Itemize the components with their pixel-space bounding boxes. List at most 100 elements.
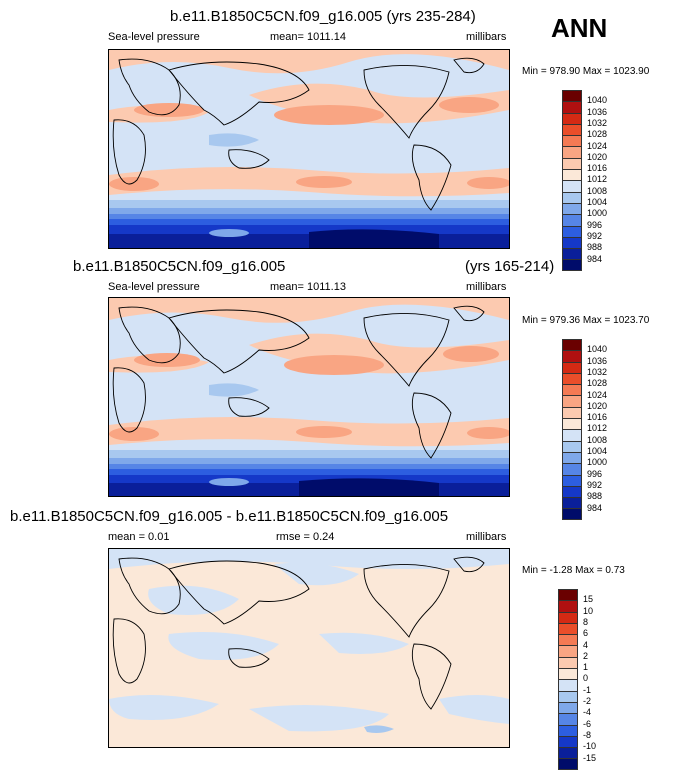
colorbar-label: -8 <box>583 729 592 740</box>
colorbar-label: 10 <box>583 605 594 616</box>
colorbar-swatch <box>562 508 582 520</box>
colorbar-label: 1016 <box>587 412 608 423</box>
colorbar-swatch <box>558 747 578 759</box>
panel2-units: millibars <box>466 281 507 293</box>
colorbar-label: 996 <box>587 468 603 479</box>
colorbar-swatch <box>558 645 578 657</box>
colorbar-swatch <box>562 395 582 407</box>
colorbar-swatch <box>562 225 582 237</box>
colorbar-label: 1012 <box>587 174 608 185</box>
colorbar-label: 1024 <box>587 140 608 151</box>
colorbar-swatch <box>562 372 582 385</box>
colorbar-label: 1 <box>583 662 589 673</box>
colorbar-swatch <box>562 101 582 113</box>
colorbar-swatch <box>562 440 582 452</box>
panel2-years: (yrs 165-214) <box>465 258 555 275</box>
colorbar-swatch <box>562 429 582 441</box>
colorbar-label: 988 <box>587 242 603 253</box>
panel2-title: b.e11.B1850C5CN.f09_g16.005 <box>73 258 286 275</box>
colorbar-label: -1 <box>583 684 592 695</box>
colorbar-label: 984 <box>587 502 603 513</box>
colorbar-swatch <box>558 690 578 702</box>
colorbar-swatch <box>562 485 582 498</box>
colorbar-swatch <box>562 157 582 170</box>
colorbar-swatch <box>562 406 582 419</box>
colorbar-label: 1020 <box>587 151 608 162</box>
colorbar-label: 1000 <box>587 208 608 219</box>
colorbar-label: 1012 <box>587 423 608 434</box>
colorbar-swatch <box>558 656 578 669</box>
colorbar-swatch <box>562 474 582 486</box>
colorbar-swatch <box>562 361 582 373</box>
panel2-colorbar <box>562 339 582 520</box>
panel1-mean: mean= 1011.14 <box>270 31 346 43</box>
colorbar-swatch <box>558 758 578 770</box>
colorbar-swatch <box>562 202 582 215</box>
colorbar-label: 1024 <box>587 389 608 400</box>
colorbar-label: 1020 <box>587 400 608 411</box>
colorbar-label: 1040 <box>587 344 608 355</box>
panel1-colorbar <box>562 90 582 271</box>
colorbar-label: 1028 <box>587 129 608 140</box>
panel2-mean: mean= 1011.13 <box>270 281 346 293</box>
colorbar-label: 8 <box>583 616 589 627</box>
panel2-minmax: Min = 979.36 Max = 1023.70 <box>522 315 650 326</box>
colorbar-label: 996 <box>587 219 603 230</box>
panel1-title: b.e11.B1850C5CN.f09_g16.005 (yrs 235-284… <box>170 8 476 25</box>
colorbar-label: -4 <box>583 707 592 718</box>
colorbar-swatch <box>558 600 578 612</box>
panel3-rmse: rmse = 0.24 <box>276 531 335 543</box>
colorbar-label: 1008 <box>587 185 608 196</box>
colorbar-swatch <box>558 701 578 714</box>
colorbar-label: 992 <box>587 230 603 241</box>
colorbar-swatch <box>558 724 578 736</box>
colorbar-swatch <box>562 418 582 430</box>
colorbar-swatch <box>562 146 582 158</box>
colorbar-label: 1000 <box>587 457 608 468</box>
colorbar-label: 1028 <box>587 378 608 389</box>
colorbar-label: 2 <box>583 650 589 661</box>
colorbar-swatch <box>558 622 578 635</box>
panel3-minmax: Min = -1.28 Max = 0.73 <box>522 565 625 576</box>
panel3-mean: mean = 0.01 <box>108 531 170 543</box>
colorbar-swatch <box>562 339 582 351</box>
colorbar-label: 6 <box>583 628 589 639</box>
panel3-units: millibars <box>466 531 507 543</box>
colorbar-label: 0 <box>583 673 589 684</box>
colorbar-label: 1036 <box>587 355 608 366</box>
colorbar-swatch <box>562 112 582 124</box>
colorbar-swatch <box>562 350 582 362</box>
colorbar-label: -6 <box>583 718 592 729</box>
panel2-map-plot <box>109 298 509 496</box>
colorbar-swatch <box>558 735 578 748</box>
panel1-minmax: Min = 978.90 Max = 1023.90 <box>522 66 650 77</box>
colorbar-swatch <box>562 384 582 396</box>
colorbar-swatch <box>562 180 582 192</box>
colorbar-swatch <box>562 248 582 260</box>
colorbar-label: 1040 <box>587 95 608 106</box>
colorbar-label: 4 <box>583 639 589 650</box>
colorbar-swatch <box>562 191 582 203</box>
colorbar-swatch <box>558 634 578 646</box>
panel2-field-label: Sea-level pressure <box>108 281 200 293</box>
panel1-units: millibars <box>466 31 507 43</box>
panel2-map <box>108 297 510 497</box>
panel3-map <box>108 548 510 748</box>
colorbar-label: 15 <box>583 594 594 605</box>
panel3-title: b.e11.B1850C5CN.f09_g16.005 - b.e11.B185… <box>10 508 449 525</box>
colorbar-label: 1008 <box>587 434 608 445</box>
colorbar-swatch <box>562 90 582 102</box>
colorbar-label: 1004 <box>587 197 608 207</box>
colorbar-swatch <box>558 589 578 601</box>
colorbar-label: 1032 <box>587 366 608 377</box>
panel1-field-label: Sea-level pressure <box>108 31 200 43</box>
colorbar-label: 1004 <box>587 446 608 456</box>
colorbar-label: 1036 <box>587 106 608 117</box>
colorbar-swatch <box>558 713 578 725</box>
colorbar-label: -2 <box>583 696 592 706</box>
colorbar-swatch <box>562 135 582 147</box>
panel3-colorbar <box>558 589 578 770</box>
colorbar-swatch <box>562 214 582 226</box>
colorbar-swatch <box>558 611 578 623</box>
colorbar-swatch <box>558 668 578 680</box>
